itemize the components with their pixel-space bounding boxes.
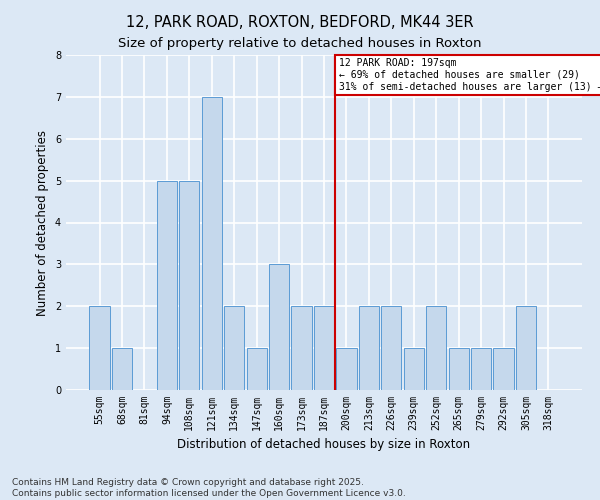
- Bar: [292, 306, 311, 390]
- X-axis label: Distribution of detached houses by size in Roxton: Distribution of detached houses by size …: [178, 438, 470, 452]
- Bar: [247, 348, 267, 390]
- Bar: [381, 306, 401, 390]
- Bar: [359, 306, 379, 390]
- Bar: [471, 348, 491, 390]
- Bar: [89, 306, 110, 390]
- Text: 12, PARK ROAD, ROXTON, BEDFORD, MK44 3ER: 12, PARK ROAD, ROXTON, BEDFORD, MK44 3ER: [126, 15, 474, 30]
- Text: Contains HM Land Registry data © Crown copyright and database right 2025.
Contai: Contains HM Land Registry data © Crown c…: [12, 478, 406, 498]
- Bar: [269, 264, 289, 390]
- Text: Size of property relative to detached houses in Roxton: Size of property relative to detached ho…: [118, 38, 482, 51]
- Bar: [224, 306, 244, 390]
- Bar: [337, 348, 356, 390]
- Bar: [157, 180, 177, 390]
- Bar: [426, 306, 446, 390]
- Bar: [493, 348, 514, 390]
- Bar: [516, 306, 536, 390]
- Bar: [314, 306, 334, 390]
- Bar: [404, 348, 424, 390]
- Bar: [449, 348, 469, 390]
- Bar: [112, 348, 132, 390]
- Text: 12 PARK ROAD: 197sqm
← 69% of detached houses are smaller (29)
31% of semi-detac: 12 PARK ROAD: 197sqm ← 69% of detached h…: [338, 58, 600, 92]
- Bar: [202, 97, 222, 390]
- Bar: [179, 180, 199, 390]
- Y-axis label: Number of detached properties: Number of detached properties: [37, 130, 49, 316]
